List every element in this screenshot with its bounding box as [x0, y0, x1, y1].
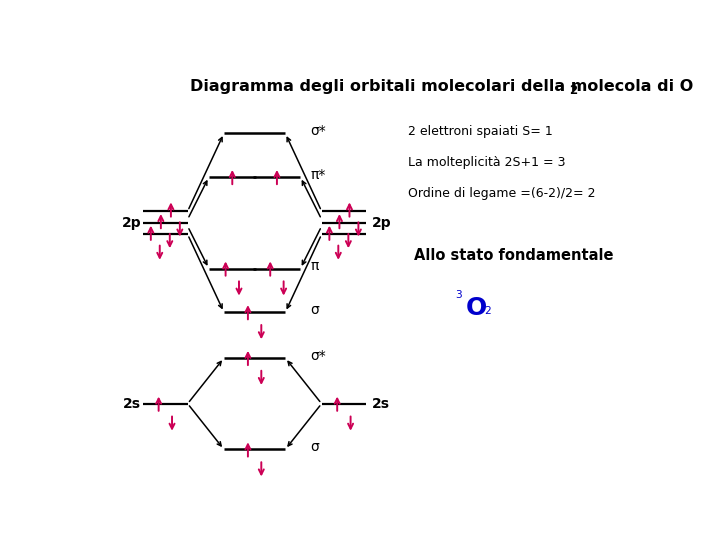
Text: 2 elettroni spaiati S= 1: 2 elettroni spaiati S= 1	[408, 125, 553, 138]
Text: Diagramma degli orbitali molecolari della molecola di O: Diagramma degli orbitali molecolari dell…	[190, 79, 693, 94]
Text: 2: 2	[569, 84, 577, 97]
Text: $^3$: $^3$	[456, 292, 464, 306]
Text: Allo stato fondamentale: Allo stato fondamentale	[413, 248, 613, 263]
Text: 2p: 2p	[122, 216, 142, 230]
Text: σ*: σ*	[310, 124, 326, 138]
Text: 2s: 2s	[123, 397, 141, 411]
Text: π*: π*	[310, 168, 325, 182]
Text: σ: σ	[310, 303, 319, 317]
Text: $_2$: $_2$	[484, 302, 492, 317]
Text: σ*: σ*	[310, 349, 326, 363]
Text: $\mathbf{O}$: $\mathbf{O}$	[465, 295, 487, 320]
Text: 2p: 2p	[372, 216, 392, 230]
Text: La molteplicità 2S+1 = 3: La molteplicità 2S+1 = 3	[408, 156, 566, 169]
Text: Ordine di legame =(6-2)/2= 2: Ordine di legame =(6-2)/2= 2	[408, 187, 595, 200]
Text: 2s: 2s	[372, 397, 390, 411]
Text: σ: σ	[310, 440, 319, 454]
Text: π: π	[310, 259, 319, 273]
